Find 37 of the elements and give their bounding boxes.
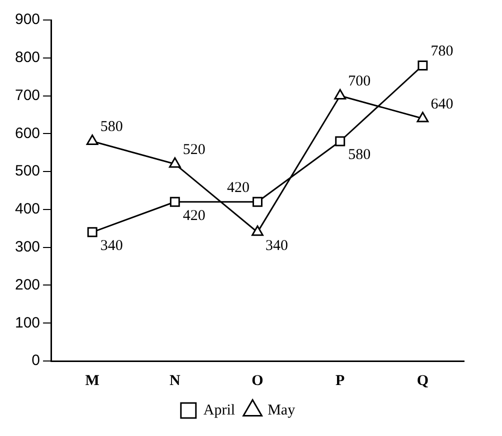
- y-tick-label: 200: [14, 276, 40, 294]
- y-tick-label: 300: [14, 238, 40, 256]
- legend-label: April: [203, 402, 236, 418]
- data-label: 780: [430, 43, 454, 60]
- point: [252, 196, 263, 207]
- point: [334, 89, 346, 100]
- x-tick-label: N: [169, 372, 180, 389]
- point: [416, 112, 429, 122]
- y-tick-label: 500: [14, 162, 40, 180]
- data-label: 580: [348, 147, 371, 164]
- data-label: 340: [266, 238, 288, 254]
- y-tick-label: 0: [32, 352, 40, 370]
- point: [168, 157, 181, 168]
- point: [252, 225, 264, 236]
- legend-label: May: [268, 402, 296, 418]
- data-label: 700: [348, 74, 371, 90]
- point: [87, 227, 98, 238]
- x-tick-label: O: [252, 372, 264, 389]
- data-label: 640: [430, 96, 454, 112]
- x-tick-label: P: [336, 372, 345, 389]
- point: [86, 134, 98, 145]
- y-tick-label: 100: [14, 314, 40, 332]
- point: [418, 60, 428, 70]
- data-label: 340: [100, 238, 123, 254]
- data-label: 420: [227, 180, 250, 196]
- y-tick-label: 400: [14, 200, 40, 218]
- point: [335, 136, 346, 146]
- data-label: 580: [100, 119, 123, 136]
- y-tick-label: 900: [14, 11, 40, 28]
- data-label: 520: [182, 142, 206, 158]
- point: [170, 196, 180, 207]
- x-tick-label: M: [85, 372, 100, 389]
- data-label: 420: [182, 208, 206, 224]
- y-tick-label: 600: [14, 124, 40, 142]
- y-tick-label: 800: [14, 49, 40, 66]
- x-tick-label: Q: [416, 372, 429, 389]
- y-tick-label: 700: [14, 86, 40, 104]
